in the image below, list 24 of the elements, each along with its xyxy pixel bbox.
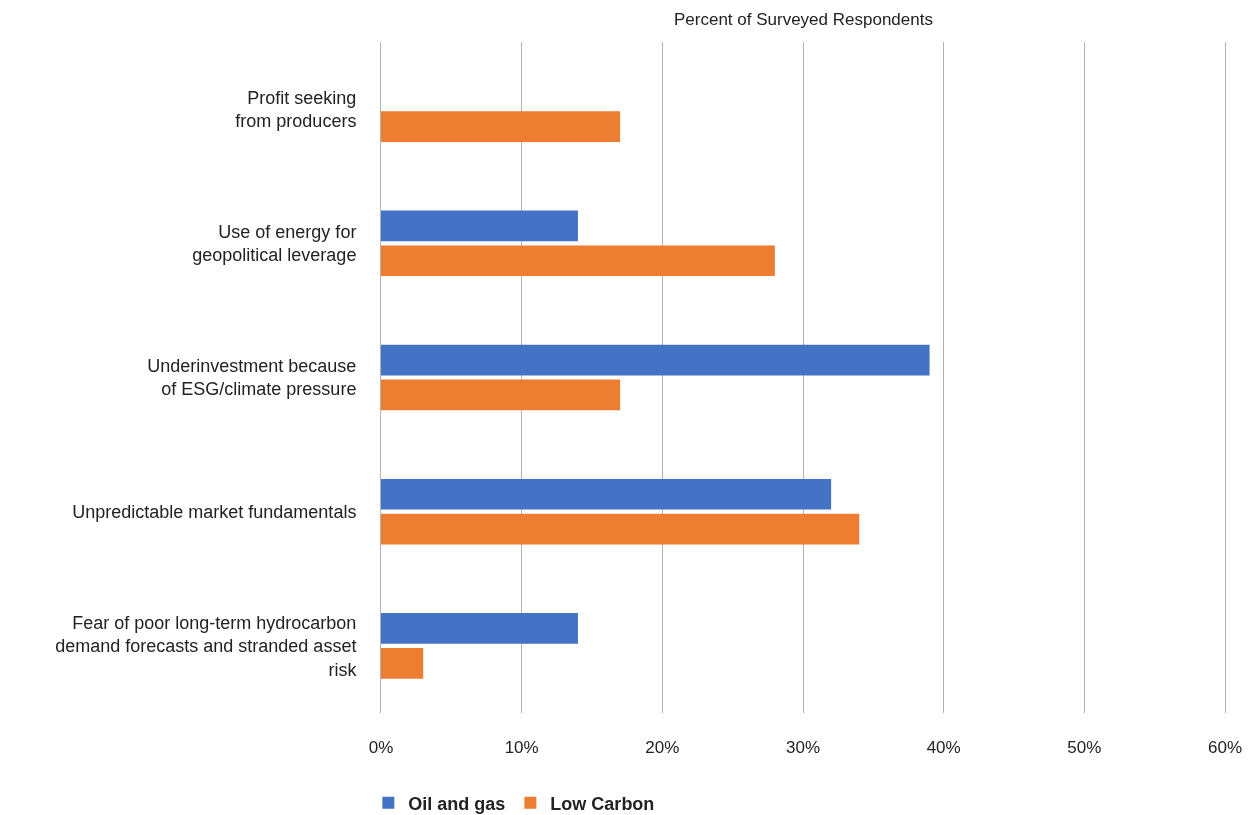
x-tick-label: 30% — [785, 738, 821, 757]
x-tick-label: 10% — [504, 738, 539, 757]
x-tick-label: 20% — [645, 738, 680, 757]
x-axis-title: Percent of Surveyed Respondents — [674, 10, 933, 29]
x-tick-label: 40% — [926, 738, 961, 757]
bar — [381, 111, 621, 142]
y-tick-label: Profit seeking from producers — [235, 87, 357, 132]
bar — [381, 613, 578, 644]
y-tick-label: Unpredictable market fundamentals — [72, 502, 357, 522]
bar — [381, 513, 860, 545]
x-tick-label: 60% — [1207, 738, 1243, 757]
bar — [381, 344, 930, 376]
bar — [381, 210, 578, 242]
x-tick-label: 0% — [368, 738, 394, 757]
bar — [381, 245, 775, 277]
x-tick-label: 50% — [1067, 738, 1102, 757]
bar — [381, 379, 621, 411]
y-tick-label: Underinvestment because of ESG/climate pressure — [147, 356, 357, 400]
y-tick-label: Use of energy for geopolitical leverage — [192, 221, 357, 266]
y-tick-label: Fear of poor long-term hydrocarbon demand forecasts and stranded asset risk — [55, 612, 358, 680]
legend-label: Low Carbon — [550, 793, 655, 814]
legend-label: Oil and gas — [408, 793, 506, 814]
bar — [381, 647, 424, 679]
bar — [381, 478, 832, 510]
